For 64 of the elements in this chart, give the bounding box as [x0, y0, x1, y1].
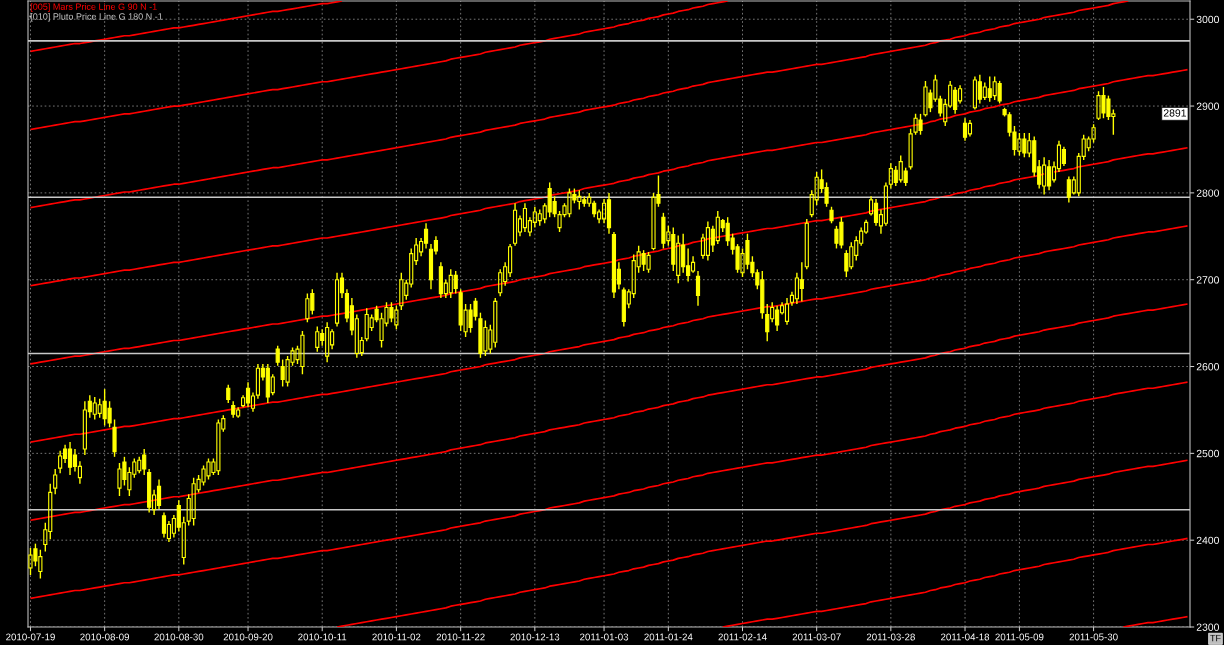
- candlestick: [334, 272, 340, 328]
- y-tick-label: 2900: [1196, 102, 1220, 110]
- x-tick-label: 2011-03-07: [792, 633, 841, 641]
- y-tick-label: 2600: [1196, 363, 1220, 371]
- candlestick: [453, 270, 458, 295]
- y-tick-label: 2800: [1196, 189, 1220, 197]
- candlestick: [245, 381, 251, 409]
- candlestick: [765, 303, 770, 343]
- candlestick: [512, 202, 518, 247]
- x-tick-label: 2011-03-28: [866, 633, 915, 641]
- x-tick-label: 2011-05-09: [995, 633, 1044, 641]
- candlestick: [967, 119, 973, 138]
- x-tick-label: 2010-10-11: [298, 633, 347, 641]
- line-series: [721, 537, 1189, 627]
- candlestick: [423, 222, 429, 250]
- candlestick: [690, 255, 696, 274]
- x-tick-label: 2011-01-24: [644, 633, 693, 641]
- line-series: [29, 381, 1189, 600]
- line-series: [29, 303, 1189, 522]
- y-tick-label: 2400: [1196, 536, 1220, 545]
- line-series: [336, 459, 1189, 627]
- line-series: [29, 225, 1189, 443]
- candlestick: [601, 198, 607, 224]
- candlestick: [799, 261, 804, 303]
- y-tick-label: 2700: [1196, 276, 1220, 284]
- candlestick: [962, 117, 968, 142]
- candlestick: [226, 384, 231, 404]
- legend-label: [010] Pluto Price Line G 180 N -1: [30, 13, 163, 22]
- candlestick: [883, 181, 888, 227]
- x-tick-label: 2011-02-14: [718, 633, 767, 641]
- line-series: [1122, 615, 1189, 627]
- line-series: [29, 1, 343, 53]
- x-tick-label: 2010-11-02: [372, 633, 421, 641]
- candlestick: [1061, 146, 1066, 167]
- candlestick: [844, 249, 849, 278]
- x-tick-label: 2010-08-30: [154, 633, 204, 641]
- text: TF: [1210, 634, 1221, 642]
- candlestick: [1046, 159, 1052, 191]
- y-tick-label: 2300: [1196, 623, 1220, 631]
- x-tick-label: 2010-09-20: [223, 633, 273, 641]
- candlestick: [695, 270, 701, 307]
- x-tick-label: 2010-11-22: [436, 633, 485, 641]
- candlestick: [67, 441, 73, 476]
- annotation: 2891: [1163, 109, 1187, 117]
- candlestick: [873, 198, 879, 227]
- x-tick-label: 2011-04-18: [941, 633, 990, 641]
- candlestick: [275, 344, 280, 367]
- candlestick: [784, 297, 790, 326]
- x-tick-label: 2010-07-19: [6, 633, 55, 641]
- x-tick-label: 2010-12-13: [510, 633, 560, 641]
- x-tick-label: 2011-05-30: [1069, 633, 1118, 641]
- y-tick-label: 3000: [1196, 15, 1220, 24]
- y-tick-label: 2500: [1196, 449, 1220, 458]
- line-series: [29, 1, 1130, 209]
- line-series: [29, 68, 1189, 287]
- candlestick: [997, 80, 1002, 105]
- candlestick: [58, 450, 63, 475]
- candlestick: [161, 511, 167, 539]
- x-tick-label: 2010-08-09: [80, 633, 130, 641]
- candlestick: [156, 478, 162, 510]
- x-tick-label: 2011-01-03: [580, 633, 629, 641]
- text: [005] Mars Price Line G 90 N -1: [30, 3, 157, 12]
- candlestick: [522, 202, 528, 233]
- line-series: [29, 1, 729, 131]
